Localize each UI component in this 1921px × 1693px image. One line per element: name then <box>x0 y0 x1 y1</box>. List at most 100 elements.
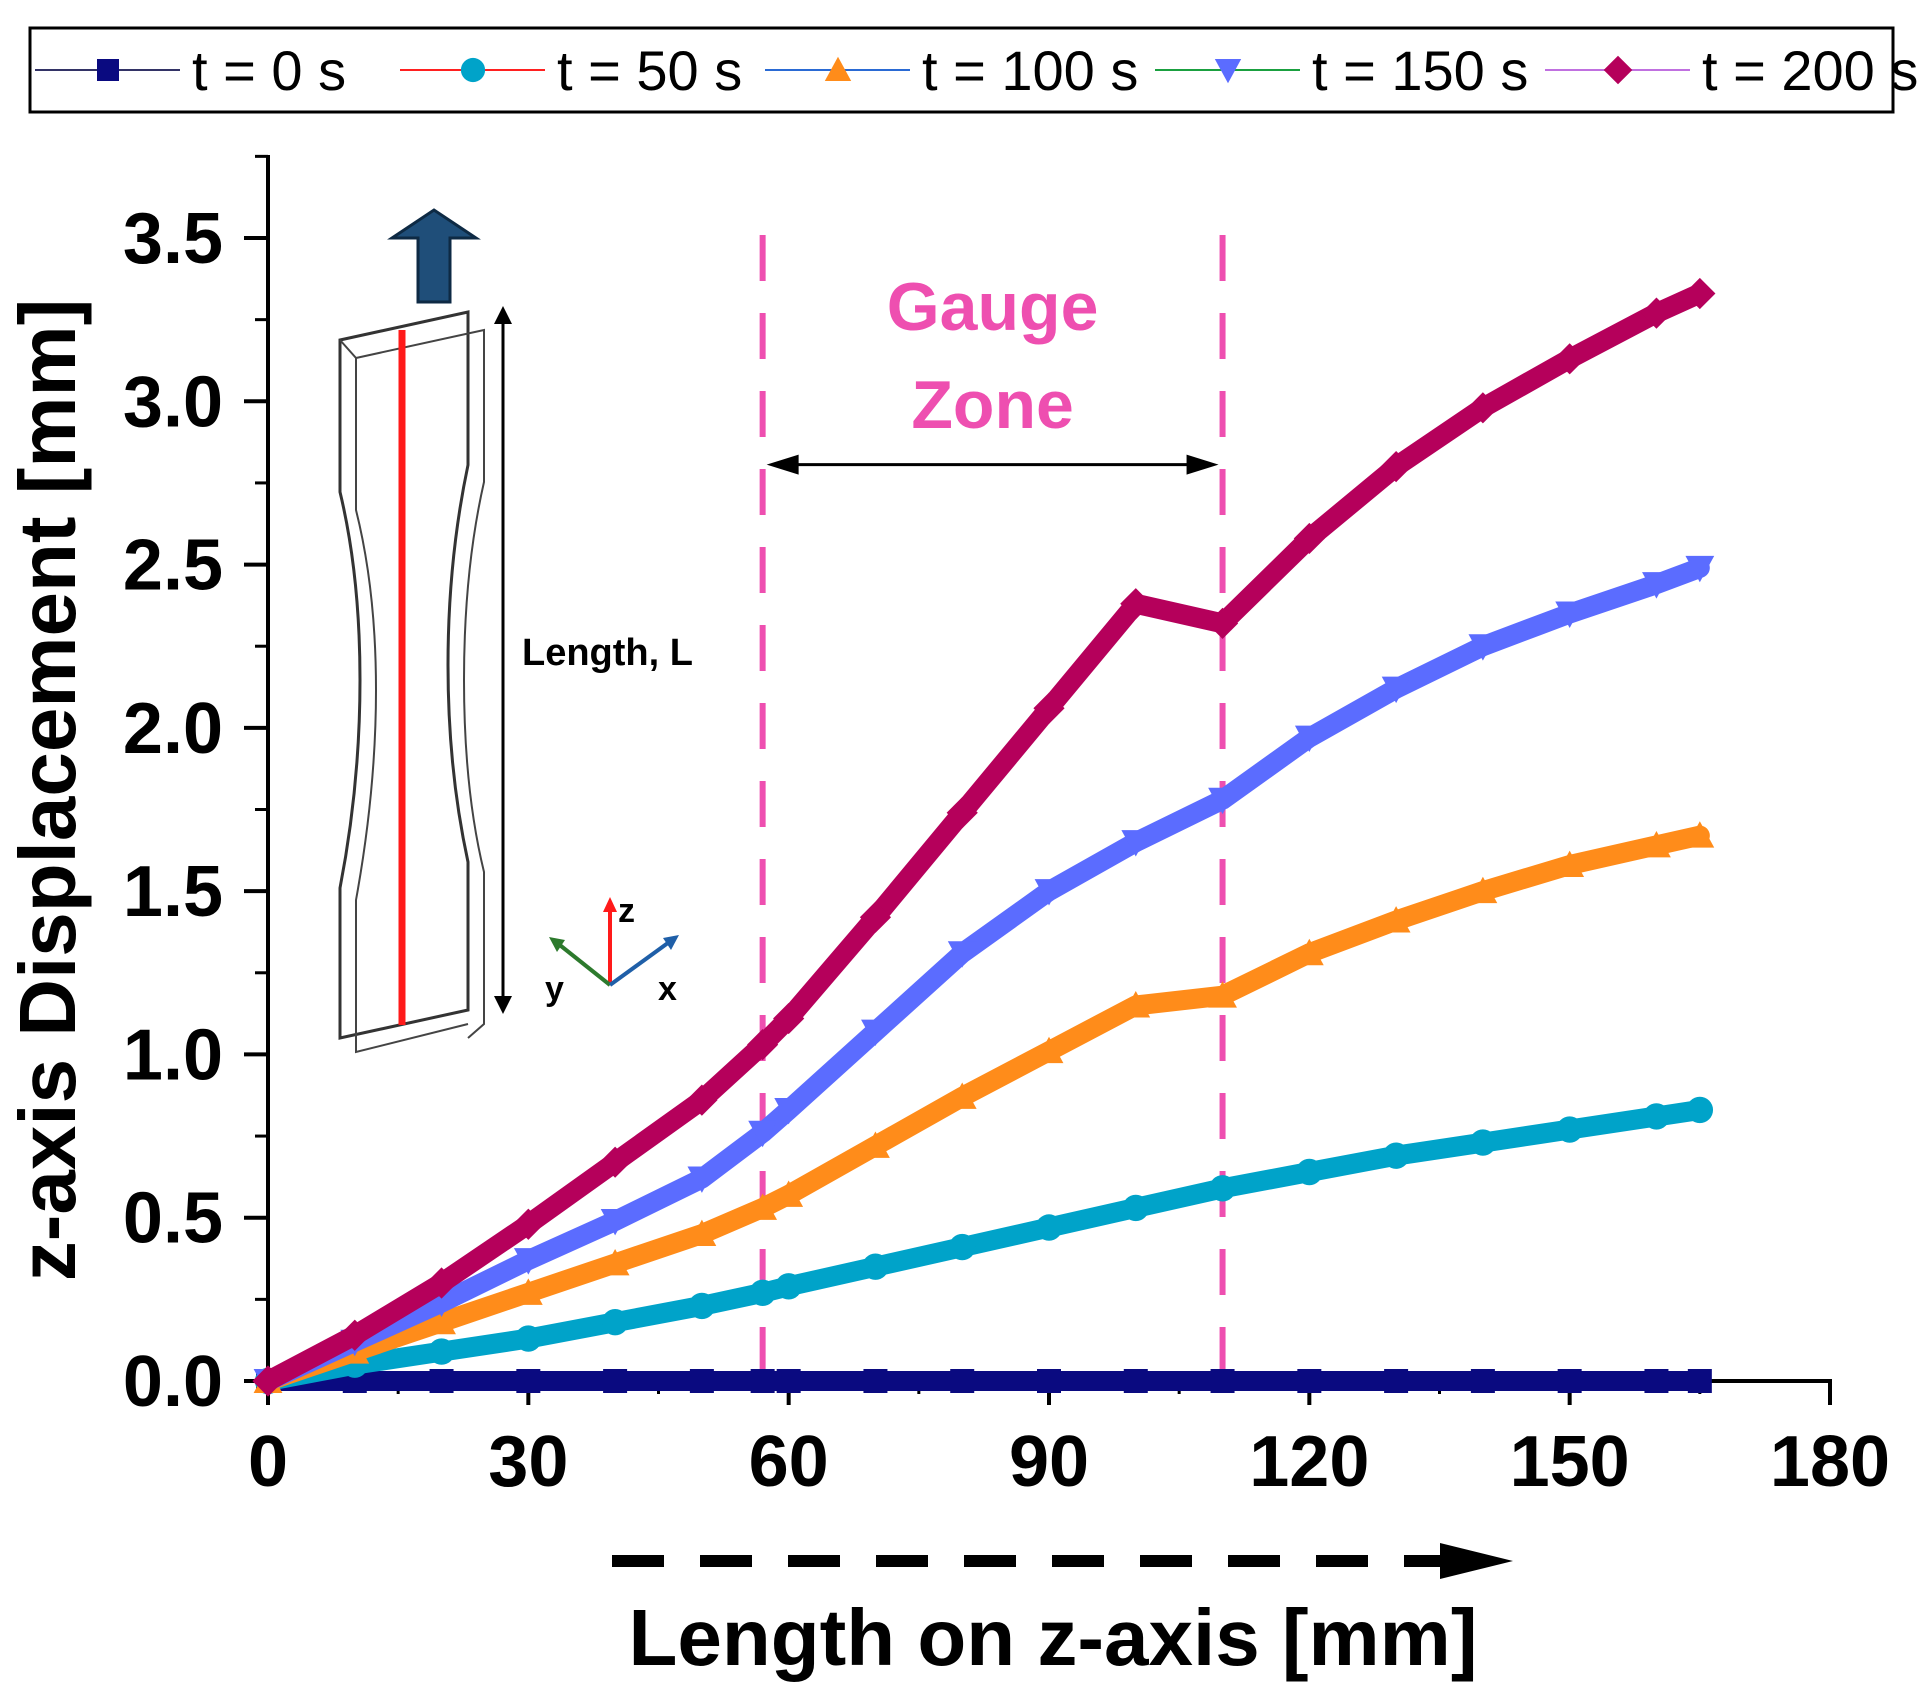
data-point <box>1468 876 1498 904</box>
x-tick-label: 120 <box>1249 1422 1369 1502</box>
data-point <box>600 1249 630 1276</box>
data-point <box>513 1248 543 1275</box>
data-point <box>1644 1369 1669 1393</box>
gauge-label-line1: Gauge <box>887 269 1099 345</box>
x-arrowhead <box>663 935 679 950</box>
data-point <box>1640 297 1673 329</box>
data-point <box>601 1309 629 1336</box>
data-point <box>1208 787 1237 815</box>
y-tick-label: 1.5 <box>123 852 223 932</box>
data-point <box>1033 692 1065 724</box>
data-point <box>515 1325 542 1352</box>
data-point <box>861 1019 890 1046</box>
data-point <box>429 1369 454 1393</box>
data-point <box>687 1219 717 1247</box>
data-point <box>1381 906 1411 933</box>
data-point <box>1294 938 1324 966</box>
data-point <box>1297 1369 1322 1393</box>
data-point <box>686 1084 718 1116</box>
data-point <box>1557 1369 1582 1393</box>
data-point <box>252 1365 284 1397</box>
data-point <box>774 1180 804 1207</box>
gauge-arrowhead-right <box>1186 454 1219 475</box>
x-axis-title: Length on z-axis [mm] <box>629 1593 1478 1682</box>
data-point <box>1687 1369 1712 1393</box>
data-point <box>1208 981 1237 1008</box>
legend-item: t = 100 s <box>765 39 1138 102</box>
gauge-zone-annotation: Gauge Zone <box>759 235 1226 1379</box>
x-tick-label: 30 <box>488 1422 568 1502</box>
data-point <box>1555 601 1585 628</box>
data-point <box>1554 343 1586 375</box>
y-tick-label: 0.0 <box>123 1342 223 1422</box>
data-point <box>863 1369 888 1393</box>
data-point <box>339 1319 371 1351</box>
legend-label: t = 50 s <box>557 39 742 102</box>
series-t-200-s <box>252 277 1716 1397</box>
data-point <box>1122 1194 1149 1222</box>
data-point <box>1381 676 1411 704</box>
y-tick-label: 2.5 <box>123 526 223 606</box>
data-point <box>599 1146 631 1178</box>
data-point <box>1467 392 1499 424</box>
data-point <box>776 1369 801 1393</box>
specimen-outline <box>338 310 470 1040</box>
gauge-arrowhead-left <box>766 454 799 475</box>
data-point <box>1293 522 1325 555</box>
data-point <box>750 1369 775 1393</box>
legend-label: t = 0 s <box>192 39 346 102</box>
legend-item: t = 200 s <box>1545 39 1918 102</box>
y-tick-label: 3.5 <box>123 199 223 279</box>
data-point <box>773 1002 805 1035</box>
z-axis-label: z <box>618 892 635 930</box>
data-point <box>1684 277 1716 310</box>
data-point <box>1384 1369 1409 1393</box>
data-point <box>1686 1096 1714 1124</box>
length-label: Length, L <box>522 632 693 674</box>
x-tick-label: 180 <box>1770 1422 1890 1502</box>
data-point <box>689 1369 714 1393</box>
data-point <box>600 1208 630 1236</box>
data-point <box>749 1279 776 1307</box>
pull-direction-arrow <box>387 208 481 304</box>
y-axis-arrow <box>554 940 612 987</box>
data-point <box>1123 1369 1148 1393</box>
data-point <box>947 941 977 968</box>
y-tick-label: 3.0 <box>123 362 223 442</box>
data-point <box>949 1233 976 1261</box>
data-point <box>1469 1129 1497 1156</box>
legend-marker <box>460 57 486 83</box>
data-point <box>1120 588 1152 620</box>
data-point <box>748 1193 778 1220</box>
series-t-100-s <box>253 821 1715 1393</box>
length-arrowhead-top <box>494 306 512 324</box>
series-line <box>258 825 1710 1391</box>
data-point <box>1470 1369 1495 1393</box>
axes: 0 30 60 90 120 150 180 0.0 0.5 1.0 1.5 2.0 2.5 3.0 3.5 <box>123 154 1890 1579</box>
legend-label: t = 200 s <box>1702 39 1918 102</box>
data-point <box>862 1253 889 1280</box>
data-point <box>512 1208 544 1240</box>
y-tick-label: 0.5 <box>123 1179 223 1259</box>
data-point <box>1206 607 1239 639</box>
data-point <box>428 1338 455 1365</box>
data-point <box>603 1369 628 1393</box>
x-tick-label: 0 <box>248 1422 288 1502</box>
data-point <box>748 1120 778 1148</box>
length-arrowhead-bottom <box>494 996 512 1014</box>
legend-label: t = 150 s <box>1312 39 1528 102</box>
x-tick-label: 150 <box>1510 1422 1630 1502</box>
data-point <box>775 1273 802 1300</box>
data-point <box>427 1307 456 1335</box>
data-point <box>1210 1369 1235 1393</box>
series-t-0-s <box>256 1369 1712 1393</box>
data-point <box>1642 572 1671 599</box>
data-point <box>1209 1175 1236 1202</box>
plot-area <box>252 277 1716 1397</box>
data-point <box>1685 555 1715 583</box>
data-point <box>513 1278 543 1305</box>
data-point <box>1382 1142 1410 1169</box>
y-tick-label: 2.0 <box>123 689 223 769</box>
data-point <box>1035 1214 1063 1241</box>
direction-arrowhead <box>1440 1543 1513 1579</box>
